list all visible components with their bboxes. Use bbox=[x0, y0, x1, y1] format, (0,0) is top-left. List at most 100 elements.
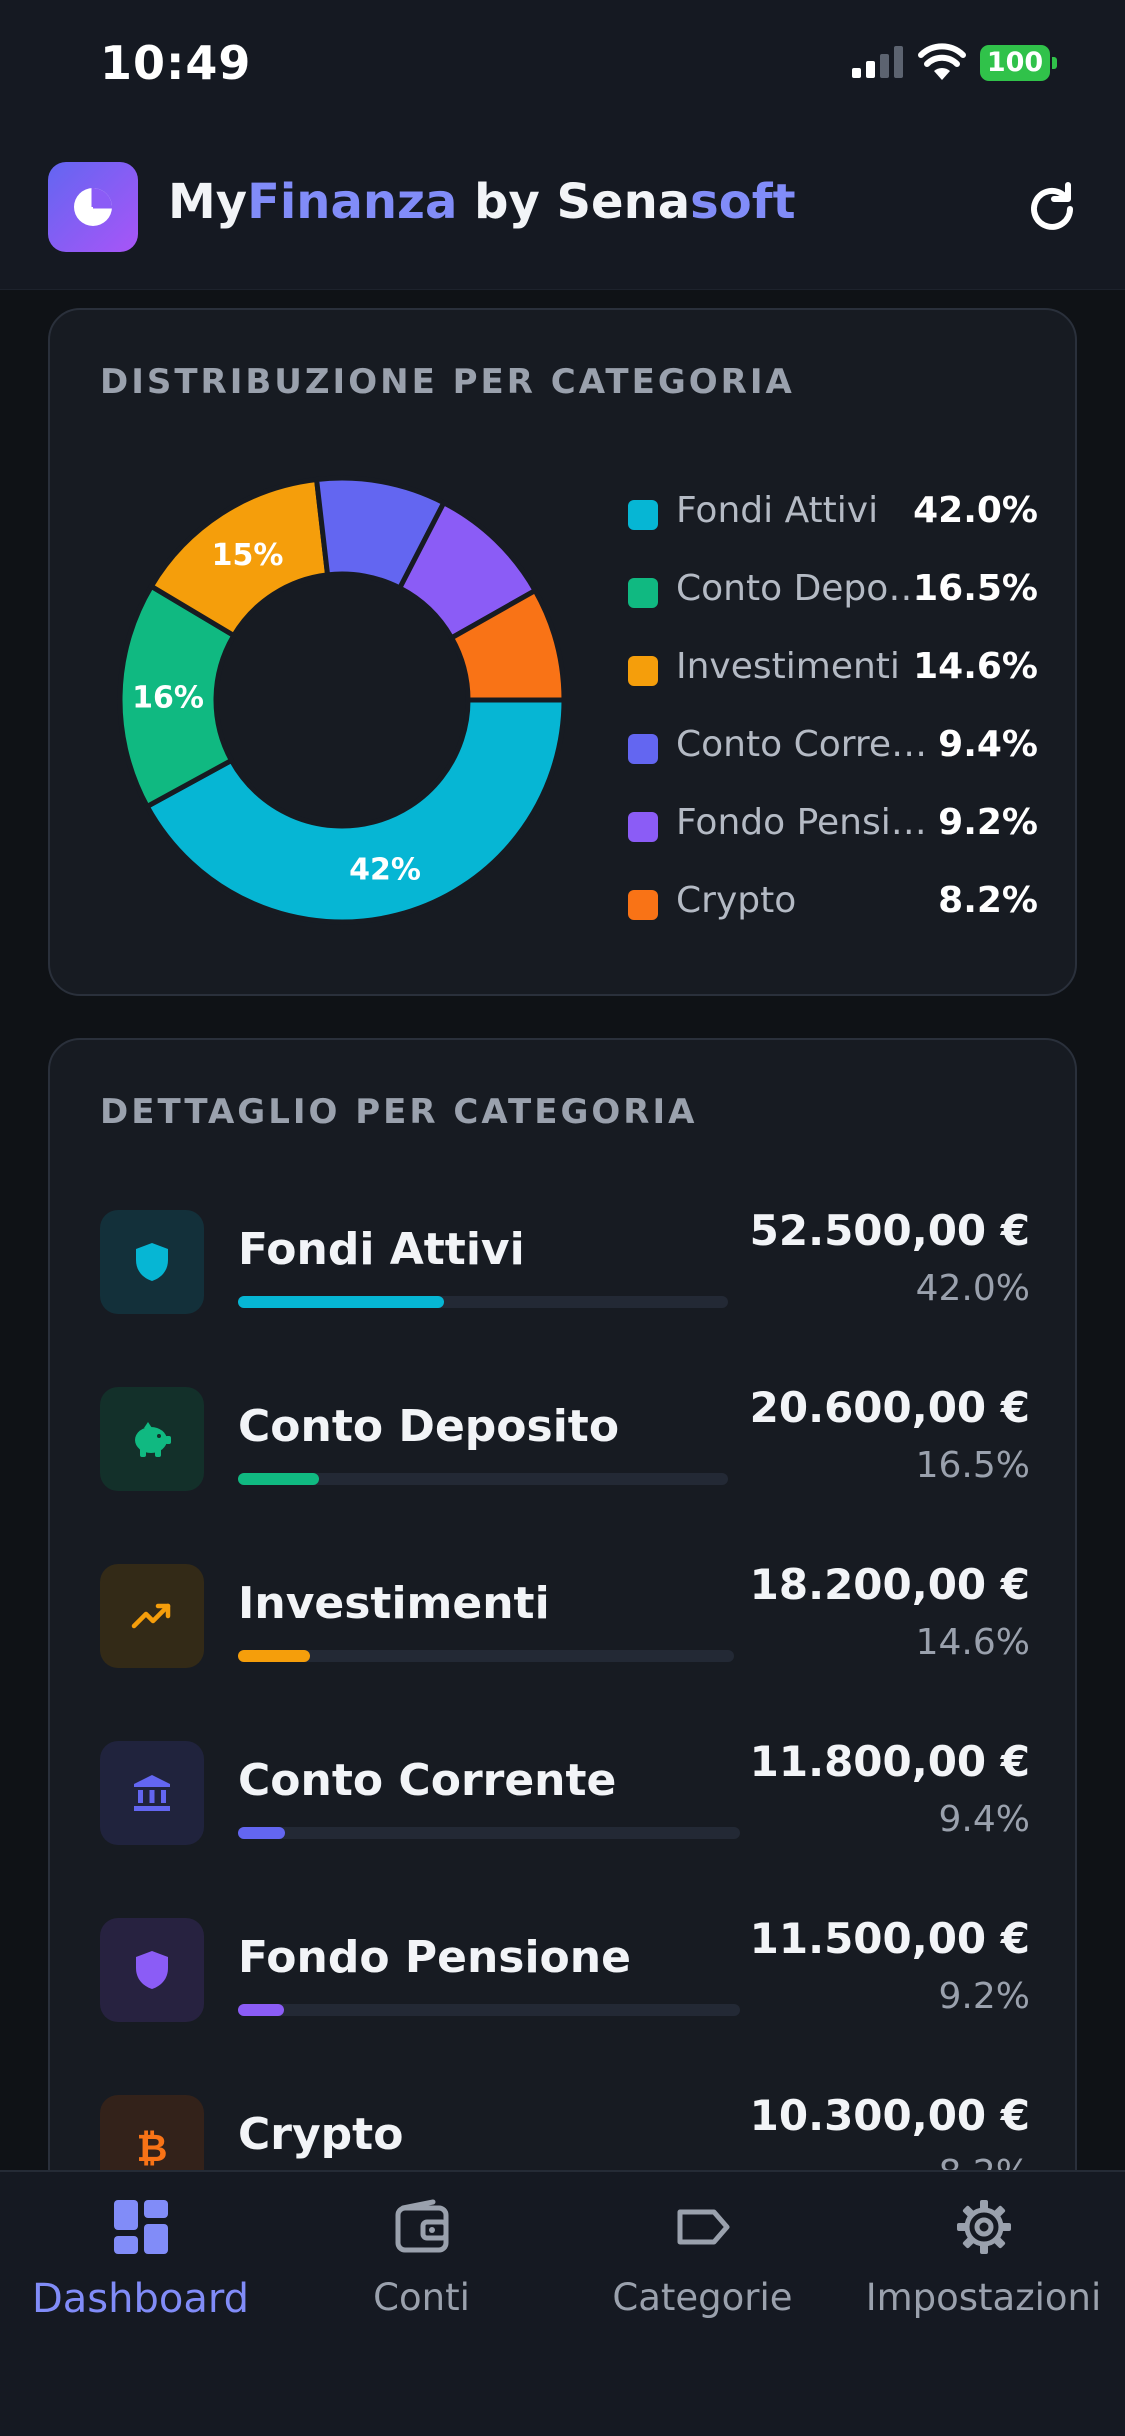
legend-swatch bbox=[628, 890, 658, 920]
category-percentage: 9.2% bbox=[938, 1976, 1030, 2017]
category-percentage: 8.2% bbox=[939, 2153, 1030, 2170]
legend-swatch bbox=[628, 734, 658, 764]
category-name: Fondo Pensione bbox=[238, 1932, 631, 1983]
category-name: Conto Deposito bbox=[238, 1401, 620, 1452]
chart-legend: Fondi Attivi 42.0% Conto Deposito 16.5% Inve… bbox=[628, 488, 1038, 956]
donut-slice-conto-deposito[interactable] bbox=[117, 582, 238, 810]
legend-percentage: 9.4% bbox=[938, 724, 1038, 765]
legend-swatch bbox=[628, 812, 658, 842]
legend-item: Conto Corrente 9.4% bbox=[628, 722, 1038, 800]
legend-item: Investimenti 14.6% bbox=[628, 644, 1038, 722]
battery-indicator: 100 bbox=[980, 45, 1057, 81]
category-name: Fondi Attivi bbox=[238, 1224, 525, 1275]
category-percentage: 9.4% bbox=[938, 1799, 1030, 1840]
trending-up-icon bbox=[100, 1564, 204, 1668]
tab-label: Impostazioni bbox=[865, 2276, 1102, 2319]
legend-swatch bbox=[628, 500, 658, 530]
tab-impostazioni[interactable]: Impostazioni bbox=[843, 2198, 1124, 2348]
category-name: Investimenti bbox=[238, 1578, 550, 1629]
category-detail-card: DETTAGLIO PER CATEGORIA Fondi Attivi 52.5… bbox=[48, 1038, 1077, 2170]
legend-swatch bbox=[628, 578, 658, 608]
category-amount: 11.500,00 € bbox=[749, 1914, 1030, 1963]
category-amount: 11.800,00 € bbox=[749, 1737, 1030, 1786]
donut-slice-crypto[interactable] bbox=[448, 587, 567, 703]
category-row-fondi-attivi[interactable]: Fondi Attivi 52.500,00 € 42.0% bbox=[100, 1206, 1030, 1330]
category-amount: 20.600,00 € bbox=[749, 1383, 1030, 1432]
donut-slice-label: 42% bbox=[349, 853, 421, 888]
shield-icon bbox=[100, 1918, 204, 2022]
category-progress-bar bbox=[238, 2004, 740, 2016]
category-row-crypto[interactable]: ₿ Crypto 10.300,00 € 8.2% bbox=[100, 2091, 1030, 2170]
category-progress-bar bbox=[238, 1650, 734, 1662]
legend-item: Crypto 8.2% bbox=[628, 878, 1038, 956]
distribution-title: DISTRIBUZIONE PER CATEGORIA bbox=[100, 362, 795, 402]
legend-label: Fondi Attivi bbox=[676, 490, 879, 531]
donut-chart: 42% 16% 15% bbox=[117, 475, 567, 925]
category-row-fondo-pensione[interactable]: Fondo Pensione 11.500,00 € 9.2% bbox=[100, 1914, 1030, 2038]
bottom-tab-bar: Dashboard Conti Categorie Impostazioni bbox=[0, 2170, 1125, 2436]
category-percentage: 16.5% bbox=[915, 1445, 1030, 1486]
dashboard-icon bbox=[0, 2198, 281, 2256]
category-name: Crypto bbox=[238, 2109, 404, 2160]
tab-label: Conti bbox=[373, 2276, 470, 2319]
category-progress-fill bbox=[238, 1827, 286, 1839]
refresh-icon[interactable] bbox=[1024, 181, 1080, 237]
category-progress-fill bbox=[238, 1296, 444, 1308]
status-bar: 10:49 100 bbox=[0, 0, 1125, 130]
category-row-conto-corrente[interactable]: Conto Corrente 11.800,00 € 9.4% bbox=[100, 1737, 1030, 1861]
piggy-bank-icon bbox=[100, 1387, 204, 1491]
category-progress-fill bbox=[238, 1650, 311, 1662]
donut-slice-label: 16% bbox=[132, 681, 204, 716]
cellular-signal-icon bbox=[852, 46, 903, 78]
shield-icon bbox=[100, 1210, 204, 1314]
legend-item: Fondi Attivi 42.0% bbox=[628, 488, 1038, 566]
dashboard-content[interactable]: DISTRIBUZIONE PER CATEGORIA 42% 16% 15% Fo… bbox=[0, 290, 1125, 2170]
legend-percentage: 8.2% bbox=[938, 880, 1038, 921]
legend-label: Conto Deposito bbox=[676, 568, 938, 609]
tag-icon bbox=[562, 2198, 843, 2256]
tab-label: Dashboard bbox=[31, 2276, 249, 2322]
category-amount: 10.300,00 € bbox=[749, 2091, 1030, 2140]
category-progress-bar bbox=[238, 1473, 728, 1485]
category-name: Conto Corrente bbox=[238, 1755, 617, 1806]
legend-percentage: 9.2% bbox=[938, 802, 1038, 843]
legend-percentage: 14.6% bbox=[913, 646, 1038, 687]
tab-categorie[interactable]: Categorie bbox=[562, 2198, 843, 2348]
category-progress-bar bbox=[238, 1827, 740, 1839]
distribution-card: DISTRIBUZIONE PER CATEGORIA 42% 16% 15% Fo… bbox=[48, 308, 1077, 996]
legend-swatch bbox=[628, 656, 658, 686]
category-row-investimenti[interactable]: Investimenti 18.200,00 € 14.6% bbox=[100, 1560, 1030, 1684]
donut-slice-fondi-attivi[interactable] bbox=[143, 697, 567, 925]
tab-conti[interactable]: Conti bbox=[281, 2198, 562, 2348]
legend-label: Crypto bbox=[676, 880, 797, 921]
wifi-icon bbox=[918, 43, 966, 80]
app-title: MyFinanza by Senasoft bbox=[168, 174, 796, 230]
app-header: MyFinanza by Senasoft bbox=[0, 130, 1125, 290]
svg-text:₿: ₿ bbox=[137, 2126, 168, 2169]
category-progress-bar bbox=[238, 1296, 728, 1308]
status-time: 10:49 bbox=[100, 36, 252, 90]
donut-slice-label: 15% bbox=[212, 538, 284, 573]
legend-item: Fondo Pensione 9.2% bbox=[628, 800, 1038, 878]
category-progress-fill bbox=[238, 2004, 285, 2016]
bitcoin-icon: ₿ bbox=[100, 2095, 204, 2170]
bank-icon bbox=[100, 1741, 204, 1845]
category-row-conto-deposito[interactable]: Conto Deposito 20.600,00 € 16.5% bbox=[100, 1383, 1030, 1507]
category-percentage: 42.0% bbox=[915, 1268, 1030, 1309]
tab-dashboard[interactable]: Dashboard bbox=[0, 2198, 281, 2348]
wallet-icon bbox=[281, 2198, 562, 2256]
legend-label: Fondo Pensione bbox=[676, 802, 938, 843]
category-amount: 52.500,00 € bbox=[749, 1206, 1030, 1255]
legend-item: Conto Deposito 16.5% bbox=[628, 566, 1038, 644]
legend-percentage: 16.5% bbox=[913, 568, 1038, 609]
legend-label: Conto Corrente bbox=[676, 724, 938, 765]
legend-label: Investimenti bbox=[676, 646, 900, 687]
category-progress-fill bbox=[238, 1473, 319, 1485]
legend-percentage: 42.0% bbox=[913, 490, 1038, 531]
category-percentage: 14.6% bbox=[915, 1622, 1030, 1663]
tab-label: Categorie bbox=[612, 2276, 793, 2319]
app-logo-icon bbox=[48, 162, 138, 252]
category-amount: 18.200,00 € bbox=[749, 1560, 1030, 1609]
gear-icon bbox=[843, 2198, 1124, 2256]
